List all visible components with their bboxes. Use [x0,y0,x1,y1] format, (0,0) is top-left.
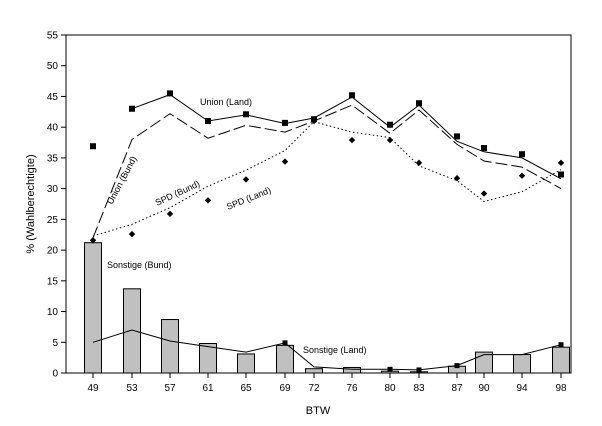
marker-union-land-57 [167,90,173,97]
marker-spd-land-83 [415,159,423,167]
x-tick-label-57: 57 [164,383,176,394]
bar-sonstige-bund-90 [475,351,493,374]
marker-sonstige-land-83 [416,367,422,373]
x-tick-label-61: 61 [202,383,214,394]
annotation-union-land: Union (Land) [200,97,252,107]
x-tick-label-65: 65 [240,383,252,394]
bar-sonstige-bund-57 [161,319,179,374]
y-tick-label-30: 30 [47,184,59,195]
marker-union-land-69 [282,119,288,126]
marker-spd-land-90 [480,190,488,197]
x-tick-label-94: 94 [516,383,528,394]
marker-sonstige-land-98 [558,342,564,348]
y-tick-label-20: 20 [47,246,59,257]
marker-spd-land-87 [453,174,461,182]
bar-sonstige-bund-76 [343,366,361,374]
annotation-sonstige-land: Sonstige (Land) [303,345,367,355]
x-tick-label-49: 49 [87,383,99,394]
x-tick-label-87: 87 [451,383,463,394]
marker-sonstige-land-69 [282,340,288,346]
y-tick-label-45: 45 [47,92,59,103]
y-tick-label-40: 40 [47,123,59,134]
x-tick-label-83: 83 [413,383,425,394]
bar-sonstige-bund-72 [305,368,323,374]
marker-spd-land-94 [518,172,526,179]
marker-spd-land-61 [204,197,212,204]
marker-spd-land-98 [557,159,565,167]
x-tick-label-72: 72 [308,383,320,394]
marker-spd-land-65 [242,176,250,183]
marker-sonstige-land-87 [454,363,460,369]
annotation-spd-bund: SPD (Bund) [154,178,202,207]
bar-sonstige-bund-53 [123,288,141,374]
x-axis: 49 53 57 61 65 69 72 76 80 83 87 90 94 98 [87,373,567,394]
marker-union-land-53 [129,105,135,112]
y-axis-title: % (Wahlberechtigte) [25,154,37,253]
marker-spd-land-49 [89,237,97,244]
x-tick-label-53: 53 [126,383,138,394]
marker-union-land-49 [90,143,96,150]
bar-sonstige-bund-49 [84,242,102,374]
marker-union-land-94 [519,151,525,158]
y-tick-label-35: 35 [47,153,59,164]
marker-sonstige-land-80 [387,366,393,372]
marker-spd-land-69 [281,158,289,165]
annotation-union-bund: Union (Bund) [105,154,139,206]
line-sonstige-land [92,329,562,371]
bar-sonstige-bund-69 [276,344,294,374]
marker-union-land-83 [416,100,422,107]
bar-sonstige-bund-65 [237,353,255,374]
y-tick-label-50: 50 [47,61,59,72]
annotation-spd-land: SPD (Land) [225,185,272,212]
marker-spd-land-80 [386,136,394,144]
line-spd-bund [92,121,562,237]
x-tick-label-90: 90 [478,383,490,394]
x-tick-label-76: 76 [346,383,358,394]
x-axis-title: BTW [306,405,331,417]
bar-sonstige-bund-94 [513,354,531,374]
y-tick-label-5: 5 [52,338,58,349]
marker-spd-land-57 [166,210,174,218]
marker-union-land-76 [349,92,355,99]
marker-union-land-98 [558,171,564,178]
y-tick-label-0: 0 [52,369,58,380]
marker-spd-land-72 [310,117,318,125]
marker-union-land-61 [205,118,211,125]
marker-spd-land-76 [348,136,356,144]
y-axis: 0 5 10 15 20 25 30 35 40 45 50 55 [47,31,66,380]
marker-spd-land-53 [128,230,136,238]
marker-union-land-65 [243,111,249,118]
line-union-bund [92,104,562,238]
x-tick-label-98: 98 [555,383,567,394]
marker-union-land-90 [481,145,487,152]
x-tick-label-80: 80 [384,383,396,394]
y-tick-label-10: 10 [47,307,59,318]
annotation-sonstige-bund: Sonstige (Bund) [107,260,172,270]
plot-frame [65,34,572,374]
y-tick-label-55: 55 [47,31,59,42]
marker-union-land-80 [387,121,393,128]
bar-sonstige-bund-98 [552,346,570,374]
markers-layer [89,90,565,373]
y-tick-label-15: 15 [47,276,59,287]
plot-area [65,34,572,374]
marker-union-land-87 [454,133,460,140]
x-tick-label-69: 69 [279,383,291,394]
y-tick-label-25: 25 [47,215,59,226]
